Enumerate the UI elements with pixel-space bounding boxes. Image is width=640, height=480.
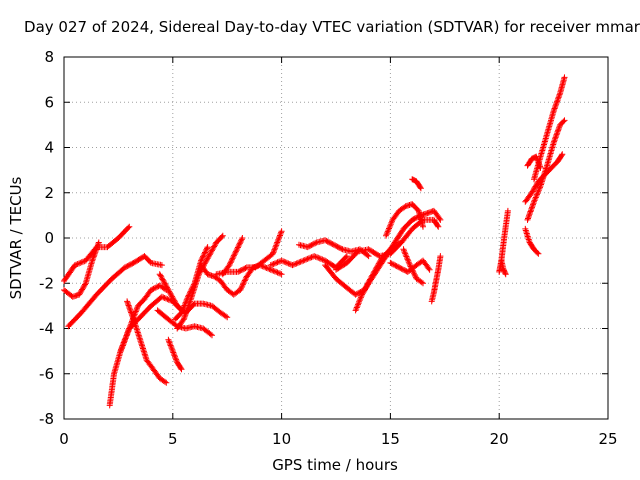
- data-series-arc-31: [524, 153, 544, 171]
- data-point-markers: [409, 176, 424, 192]
- data-series-arc-16: [296, 237, 372, 260]
- data-point-markers: [531, 74, 568, 183]
- axis-ticks: 0 5 10 15 20 25 -8 -6 -4 -2 0 2 4 6 8: [39, 48, 618, 448]
- data-point-markers: [165, 336, 185, 373]
- data-series-arc-30: [531, 74, 568, 183]
- y-tick-label: -8: [39, 410, 54, 428]
- data-point-markers: [124, 298, 170, 386]
- chart-title: Day 027 of 2024, Sidereal Day-to-day VTE…: [24, 18, 640, 36]
- x-tick-label: 25: [598, 430, 617, 448]
- data-series-arc-2: [61, 239, 102, 300]
- x-tick-label: 15: [381, 430, 400, 448]
- y-tick-label: 6: [44, 93, 54, 111]
- data-series-arc-14: [219, 235, 246, 278]
- data-series-arc-15: [267, 253, 350, 271]
- data-series-arc-24: [428, 253, 444, 305]
- data-point-markers: [65, 253, 165, 330]
- y-tick-label: -2: [39, 274, 54, 292]
- data-series-arc-29: [524, 117, 568, 223]
- data-point-markers: [174, 232, 226, 332]
- data-point-markers: [498, 257, 509, 278]
- data-marks: [61, 74, 568, 409]
- data-series-arc-11: [165, 336, 185, 373]
- x-tick-label: 5: [168, 430, 178, 448]
- data-series-arc-10: [174, 232, 226, 332]
- data-series-arc-22: [400, 246, 426, 287]
- y-tick-label: 2: [44, 184, 54, 202]
- y-tick-label: 0: [44, 229, 54, 247]
- data-series-arc-19: [352, 207, 444, 314]
- data-point-markers: [524, 117, 568, 223]
- x-tick-label: 0: [59, 430, 69, 448]
- data-point-markers: [524, 153, 544, 171]
- data-series-arc-26: [498, 257, 509, 278]
- data-point-markers: [267, 253, 350, 271]
- data-point-markers: [383, 201, 426, 239]
- x-tick-label: 10: [272, 430, 291, 448]
- data-point-markers: [61, 239, 102, 300]
- data-point-markers: [219, 235, 246, 278]
- data-series-arc-23: [409, 176, 424, 192]
- y-tick-label: -4: [39, 320, 54, 338]
- x-axis-label: GPS time / hours: [272, 456, 398, 474]
- data-series-arc-27: [522, 225, 542, 257]
- y-tick-label: -6: [39, 365, 54, 383]
- y-tick-label: 8: [44, 48, 54, 66]
- y-tick-label: 4: [44, 139, 54, 157]
- data-point-markers: [352, 207, 444, 314]
- x-tick-label: 20: [490, 430, 509, 448]
- data-point-markers: [400, 246, 426, 287]
- data-series-arc-5: [124, 298, 170, 386]
- data-point-markers: [296, 237, 372, 260]
- y-axis-label: SDTVAR / TECUs: [7, 176, 25, 299]
- data-point-markers: [522, 225, 542, 257]
- data-point-markers: [428, 253, 444, 305]
- data-series-arc-20: [383, 201, 426, 239]
- data-series-arc-3: [65, 253, 165, 330]
